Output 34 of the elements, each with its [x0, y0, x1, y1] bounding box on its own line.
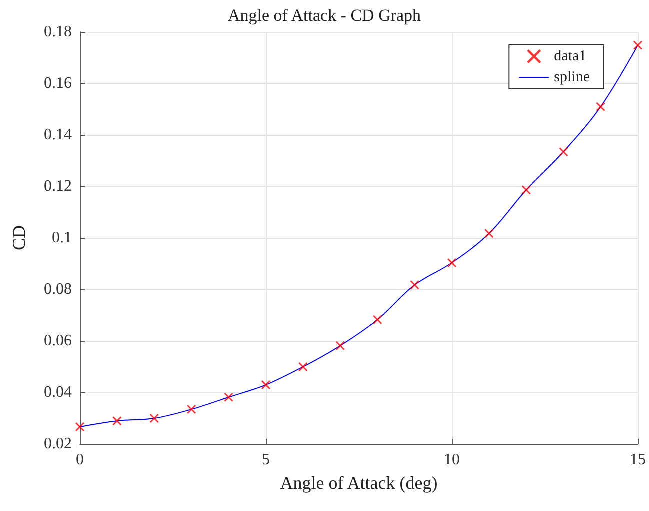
- point: [596, 102, 606, 112]
- point: [298, 362, 308, 372]
- point: [522, 186, 531, 195]
- point: [410, 280, 420, 290]
- point: [484, 229, 494, 238]
- point: [76, 422, 84, 432]
- x-tick-label: 10: [444, 452, 460, 468]
- point: [373, 315, 382, 324]
- point: [448, 258, 456, 268]
- point: [187, 404, 196, 414]
- y-tick-label: 0.12: [44, 178, 72, 195]
- y-tick-label: 0.02: [44, 436, 72, 452]
- point: [224, 392, 234, 402]
- y-tick-label: 0.18: [44, 24, 72, 40]
- y-tick-label: 0.16: [44, 75, 72, 92]
- x-tick-label: 15: [630, 452, 646, 468]
- x-tick-label: 5: [262, 452, 270, 468]
- point: [336, 341, 345, 350]
- point: [262, 380, 270, 390]
- y-tick-label: 0.1: [52, 230, 72, 246]
- x-tick-label: 0: [76, 452, 84, 468]
- legend-label: data1: [554, 48, 587, 64]
- x-axis-title: Angle of Attack (deg): [280, 473, 438, 493]
- point: [150, 414, 159, 424]
- y-tick-label: 0.08: [44, 281, 72, 298]
- y-axis-title: CD: [9, 225, 29, 251]
- point: [559, 147, 568, 156]
- y-tick-label: 0.14: [44, 126, 72, 144]
- y-tick-label: 0.04: [44, 384, 72, 401]
- point: [112, 416, 122, 426]
- legend-label: spline: [554, 70, 590, 86]
- chart-title: Angle of Attack - CD Graph: [228, 6, 422, 25]
- point: [634, 40, 642, 50]
- y-tick-label: 0.06: [44, 332, 72, 350]
